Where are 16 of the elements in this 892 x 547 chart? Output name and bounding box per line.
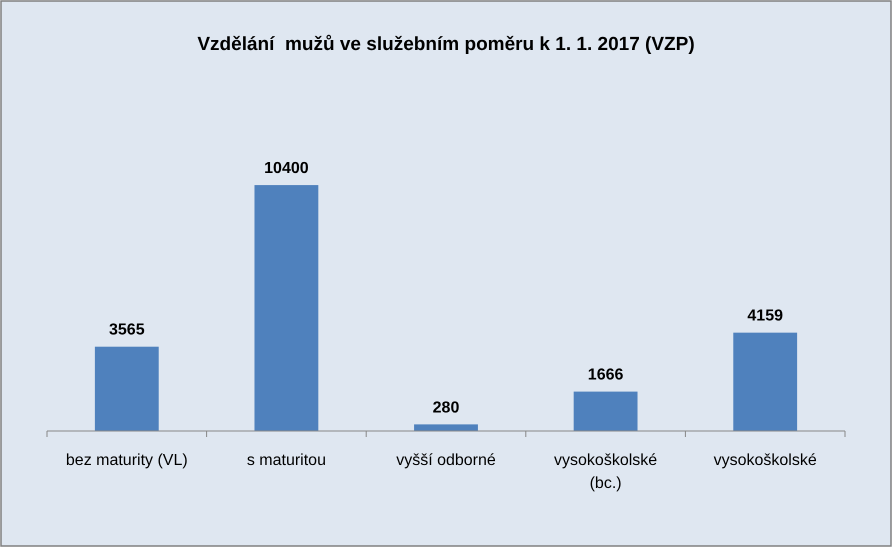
- bar: [574, 392, 638, 431]
- x-tick-label: vyšší odborné: [396, 452, 496, 469]
- bar: [94, 346, 159, 431]
- data-label: 4159: [747, 308, 784, 325]
- data-label: 10400: [264, 160, 309, 178]
- bar: [733, 332, 798, 431]
- x-tick-label: bez maturity (VL): [66, 452, 188, 469]
- data-label: 280: [432, 399, 460, 416]
- chart-title: Vzdělání mužů ve služebním poměru k 1. 1. 2017 (VZP): [197, 34, 695, 55]
- x-tick-label: vysokoškolské: [714, 452, 817, 469]
- x-tick-label: vysokoškolské (bc.): [554, 452, 658, 492]
- bar: [414, 424, 478, 431]
- bar: [254, 185, 318, 431]
- data-label: 3565: [109, 322, 145, 339]
- x-tick-label: s maturitou: [246, 452, 326, 469]
- data-label: 1666: [588, 366, 624, 384]
